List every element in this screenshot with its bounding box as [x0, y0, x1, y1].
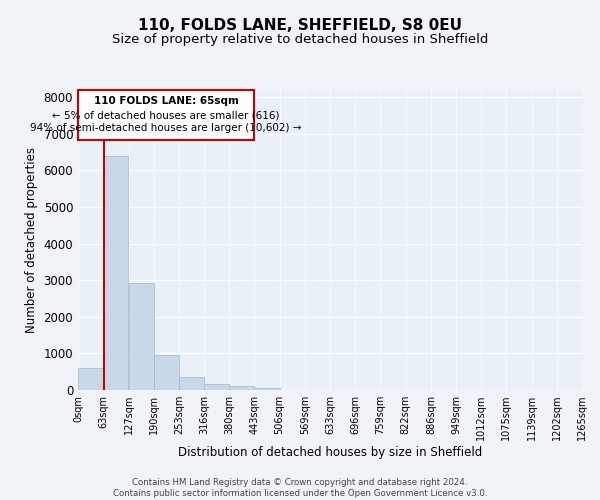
Y-axis label: Number of detached properties: Number of detached properties: [25, 147, 38, 333]
Text: 110, FOLDS LANE, SHEFFIELD, S8 0EU: 110, FOLDS LANE, SHEFFIELD, S8 0EU: [138, 18, 462, 32]
Bar: [254, 388, 280, 390]
Bar: [229, 386, 254, 390]
Text: ← 5% of detached houses are smaller (616): ← 5% of detached houses are smaller (616…: [52, 110, 280, 120]
X-axis label: Distribution of detached houses by size in Sheffield: Distribution of detached houses by size …: [178, 446, 482, 459]
Text: Size of property relative to detached houses in Sheffield: Size of property relative to detached ho…: [112, 32, 488, 46]
Text: Contains HM Land Registry data © Crown copyright and database right 2024.
Contai: Contains HM Land Registry data © Crown c…: [113, 478, 487, 498]
Bar: [103, 156, 128, 390]
Text: 94% of semi-detached houses are larger (10,602) →: 94% of semi-detached houses are larger (…: [31, 123, 302, 133]
Bar: [78, 368, 103, 390]
Bar: [154, 355, 179, 390]
Bar: [179, 377, 204, 390]
Bar: [204, 384, 229, 390]
Bar: [128, 283, 154, 390]
Text: 110 FOLDS LANE: 65sqm: 110 FOLDS LANE: 65sqm: [94, 96, 239, 106]
FancyBboxPatch shape: [78, 90, 254, 140]
